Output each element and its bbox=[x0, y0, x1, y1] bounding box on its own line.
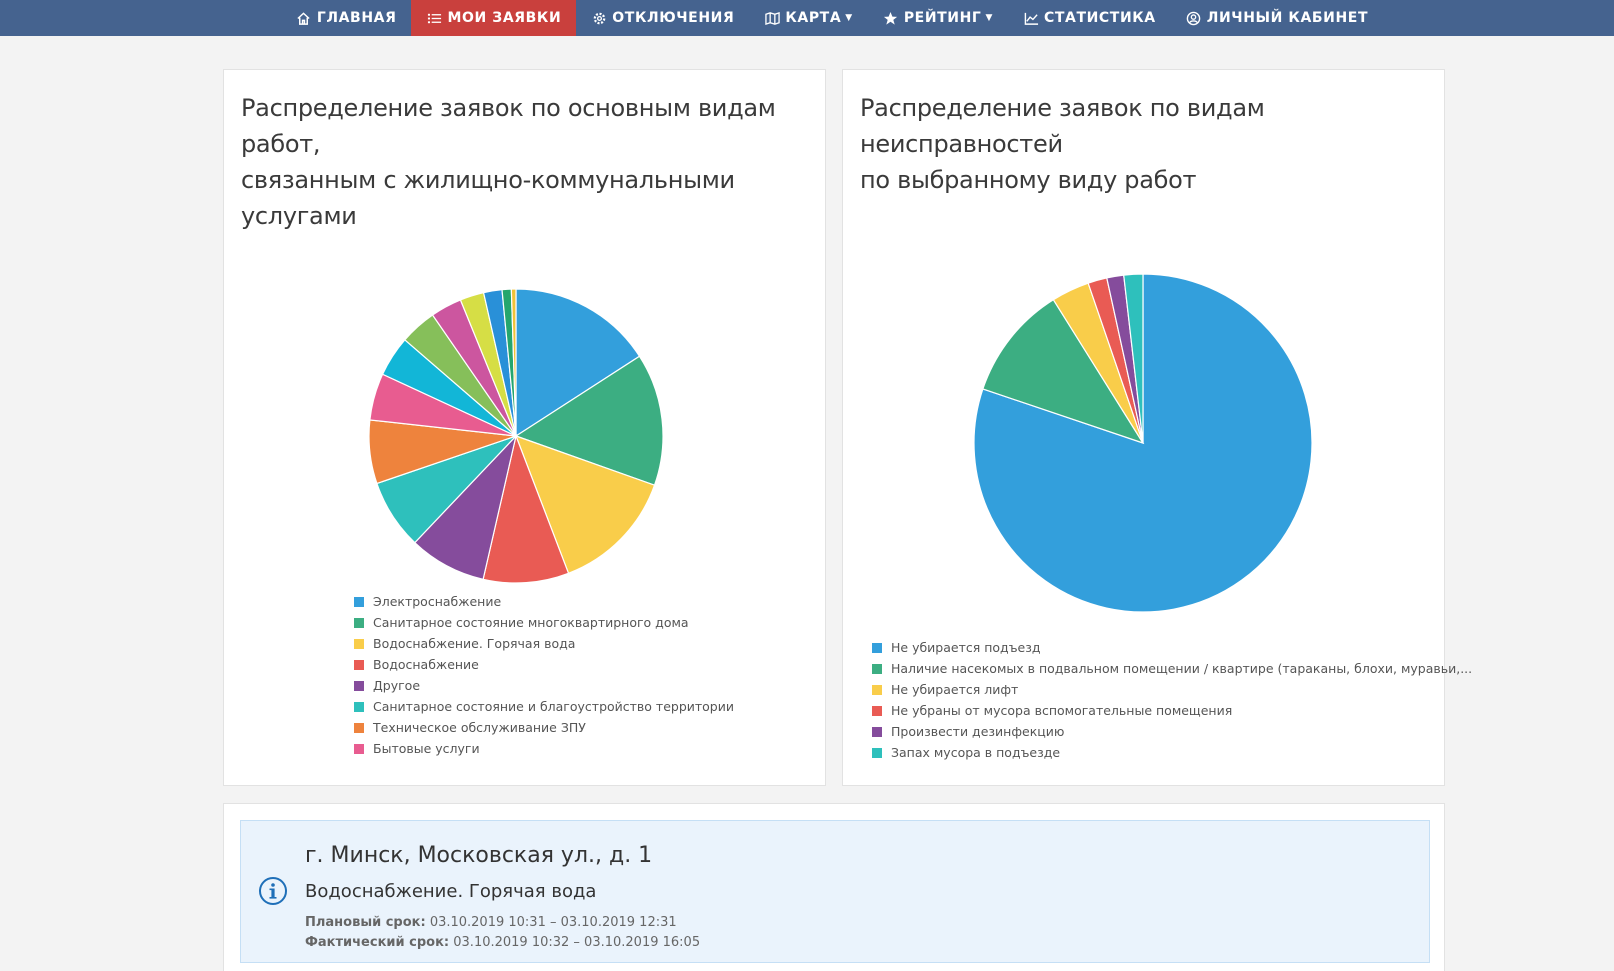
legend-label: Санитарное состояние и благоустройство т… bbox=[373, 699, 734, 714]
legend-item[interactable]: Электроснабжение bbox=[354, 591, 734, 612]
star-icon bbox=[883, 10, 899, 26]
legend-swatch bbox=[872, 726, 882, 737]
legend-swatch bbox=[354, 638, 364, 649]
actual-term: Фактический срок: 03.10.2019 10:32 – 03.… bbox=[305, 935, 700, 950]
chart-title-line: по выбранному виду работ bbox=[860, 166, 1197, 194]
nav-item-label: ГЛАВНАЯ bbox=[316, 10, 397, 26]
legend-item[interactable]: Не убирается подъезд bbox=[872, 637, 1472, 658]
chart-panel-fault-types: Распределение заявок по видам неисправно… bbox=[842, 69, 1472, 786]
chart-legend: Электроснабжение Санитарное состояние мно… bbox=[354, 591, 734, 759]
legend-item[interactable]: Наличие насекомых в подвальном помещении… bbox=[872, 658, 1472, 679]
chart-title-line: Распределение заявок по видам неисправно… bbox=[860, 94, 1265, 158]
legend-item[interactable]: Не убирается лифт bbox=[872, 679, 1472, 700]
legend-item[interactable]: Произвести дезинфекцию bbox=[872, 721, 1472, 742]
chart-title: Распределение заявок по основным видам р… bbox=[241, 90, 811, 234]
legend-swatch bbox=[354, 743, 364, 754]
legend-label: Техническое обслуживание ЗПУ bbox=[373, 720, 586, 735]
pie-slice[interactable] bbox=[515, 288, 641, 438]
legend-item[interactable]: Водоснабжение bbox=[354, 654, 734, 675]
top-navigation: ГЛАВНАЯ МОИ ЗАЯВКИ ОТКЛЮЧЕНИЯ КАРТА ▼ bbox=[0, 0, 1614, 36]
request-panel: г. Минск, Московская ул., д. 1 Водоснабж… bbox=[223, 803, 1445, 971]
legend-label: Не убирается подъезд bbox=[891, 640, 1041, 655]
legend-swatch bbox=[354, 659, 364, 670]
gear-icon bbox=[591, 10, 607, 26]
map-icon bbox=[764, 10, 780, 26]
nav-item-label: СТАТИСТИКА bbox=[1044, 10, 1156, 26]
legend-label: Электроснабжение bbox=[373, 594, 502, 609]
list-icon bbox=[426, 10, 442, 26]
nav-menu: ГЛАВНАЯ МОИ ЗАЯВКИ ОТКЛЮЧЕНИЯ КАРТА ▼ bbox=[281, 0, 1383, 36]
planned-term: Плановый срок: 03.10.2019 10:31 – 03.10.… bbox=[305, 915, 677, 930]
chart-panel-work-types: Распределение заявок по основным видам р… bbox=[223, 69, 826, 786]
actual-term-label: Фактический срок: bbox=[305, 935, 450, 950]
legend-label: Запах мусора в подъезде bbox=[891, 745, 1061, 760]
planned-term-value: 03.10.2019 10:31 – 03.10.2019 12:31 bbox=[429, 915, 677, 930]
nav-item-label: ЛИЧНЫЙ КАБИНЕТ bbox=[1206, 10, 1369, 26]
legend-item[interactable]: Запах мусора в подъезде bbox=[872, 742, 1472, 763]
actual-term-value: 03.10.2019 10:32 – 03.10.2019 16:05 bbox=[453, 935, 701, 950]
legend-label: Не убраны от мусора вспомогательные поме… bbox=[891, 703, 1233, 718]
nav-item-home[interactable]: ГЛАВНАЯ bbox=[281, 0, 412, 36]
legend-item[interactable]: Другое bbox=[354, 675, 734, 696]
nav-item-map[interactable]: КАРТА ▼ bbox=[749, 0, 867, 36]
legend-swatch bbox=[872, 684, 882, 695]
legend-label: Произвести дезинфекцию bbox=[891, 724, 1065, 739]
planned-term-label: Плановый срок: bbox=[305, 915, 426, 930]
nav-item-account[interactable]: ЛИЧНЫЙ КАБИНЕТ bbox=[1171, 0, 1383, 36]
legend-item[interactable]: Водоснабжение. Горячая вода bbox=[354, 633, 734, 654]
legend-swatch bbox=[354, 701, 364, 712]
caret-down-icon: ▼ bbox=[845, 13, 853, 23]
nav-item-statistics[interactable]: СТАТИСТИКА bbox=[1008, 0, 1171, 36]
nav-item-label: КАРТА bbox=[785, 10, 842, 26]
request-address: г. Минск, Московская ул., д. 1 bbox=[305, 843, 653, 868]
legend-item[interactable]: Бытовые услуги bbox=[354, 738, 734, 759]
nav-item-rating[interactable]: РЕЙТИНГ ▼ bbox=[868, 0, 1008, 36]
request-info-card[interactable]: г. Минск, Московская ул., д. 1 Водоснабж… bbox=[240, 820, 1430, 963]
legend-label: Другое bbox=[373, 678, 421, 693]
request-category: Водоснабжение. Горячая вода bbox=[305, 881, 597, 902]
chart-line-icon bbox=[1023, 10, 1039, 26]
info-circle-icon bbox=[259, 877, 287, 905]
chart-title-line: связанным с жилищно-коммунальными услуга… bbox=[241, 166, 735, 230]
pie-slice[interactable] bbox=[982, 298, 1145, 445]
legend-swatch bbox=[872, 705, 882, 716]
pie-slice[interactable] bbox=[1123, 273, 1144, 444]
nav-item-label: МОИ ЗАЯВКИ bbox=[447, 10, 562, 26]
legend-swatch bbox=[354, 617, 364, 628]
nav-item-outages[interactable]: ОТКЛЮЧЕНИЯ bbox=[576, 0, 749, 36]
legend-item[interactable]: Санитарное состояние многоквартирного до… bbox=[354, 612, 734, 633]
chart-title-line: Распределение заявок по основным видам р… bbox=[241, 94, 776, 158]
legend-label: Водоснабжение. Горячая вода bbox=[373, 636, 576, 651]
legend-item[interactable]: Техническое обслуживание ЗПУ bbox=[354, 717, 734, 738]
home-icon bbox=[296, 10, 312, 26]
pie-slice[interactable] bbox=[514, 355, 664, 486]
pie-chart-work-types bbox=[368, 288, 664, 584]
legend-swatch bbox=[354, 722, 364, 733]
legend-item[interactable]: Санитарное состояние и благоустройство т… bbox=[354, 696, 734, 717]
pie-slice[interactable] bbox=[973, 273, 1313, 613]
nav-item-label: РЕЙТИНГ bbox=[903, 10, 982, 26]
legend-label: Наличие насекомых в подвальном помещении… bbox=[891, 661, 1473, 676]
caret-down-icon: ▼ bbox=[985, 13, 993, 23]
legend-label: Не убирается лифт bbox=[891, 682, 1019, 697]
user-circle-icon bbox=[1186, 10, 1202, 26]
pie-slice[interactable] bbox=[514, 434, 656, 575]
legend-item[interactable]: Не убраны от мусора вспомогательные поме… bbox=[872, 700, 1472, 721]
legend-swatch bbox=[872, 663, 882, 674]
pie-chart-fault-types bbox=[973, 273, 1313, 613]
legend-swatch bbox=[872, 747, 882, 758]
legend-swatch bbox=[354, 596, 364, 607]
nav-item-my-requests[interactable]: МОИ ЗАЯВКИ bbox=[411, 0, 577, 36]
pie-slice[interactable] bbox=[482, 433, 570, 584]
pie-slice[interactable] bbox=[510, 288, 517, 437]
legend-label: Санитарное состояние многоквартирного до… bbox=[373, 615, 689, 630]
legend-label: Бытовые услуги bbox=[373, 741, 480, 756]
nav-item-label: ОТКЛЮЧЕНИЯ bbox=[612, 10, 735, 26]
legend-label: Водоснабжение bbox=[373, 657, 479, 672]
chart-title: Распределение заявок по видам неисправно… bbox=[860, 90, 1430, 198]
legend-swatch bbox=[872, 642, 882, 653]
legend-swatch bbox=[354, 680, 364, 691]
chart-legend: Не убирается подъезд Наличие насекомых в … bbox=[872, 637, 1472, 763]
